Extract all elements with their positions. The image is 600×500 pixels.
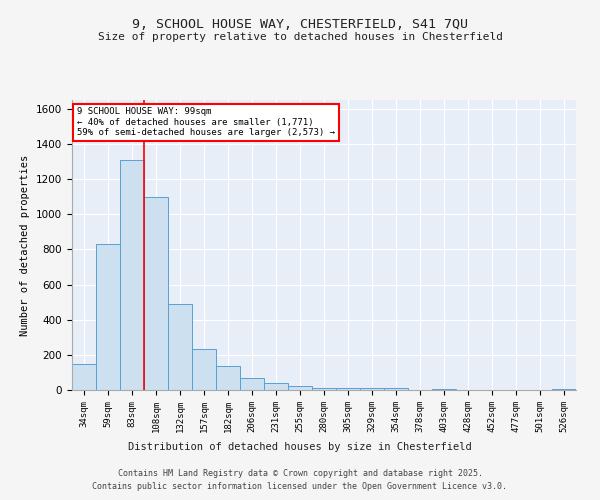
Text: 9, SCHOOL HOUSE WAY, CHESTERFIELD, S41 7QU: 9, SCHOOL HOUSE WAY, CHESTERFIELD, S41 7… <box>132 18 468 30</box>
Bar <box>360 388 384 390</box>
Bar <box>264 384 288 390</box>
Bar <box>552 388 576 390</box>
Text: Size of property relative to detached houses in Chesterfield: Size of property relative to detached ho… <box>97 32 503 42</box>
Y-axis label: Number of detached properties: Number of detached properties <box>20 154 31 336</box>
Bar <box>120 160 144 390</box>
Bar <box>192 348 216 390</box>
Bar <box>288 386 312 390</box>
Text: Contains HM Land Registry data © Crown copyright and database right 2025.: Contains HM Land Registry data © Crown c… <box>118 468 482 477</box>
Bar <box>432 389 456 390</box>
Bar <box>312 388 336 390</box>
Bar <box>96 244 120 390</box>
Bar <box>336 388 360 390</box>
Text: Distribution of detached houses by size in Chesterfield: Distribution of detached houses by size … <box>128 442 472 452</box>
Bar <box>72 364 96 390</box>
Bar <box>144 196 168 390</box>
Bar <box>240 378 264 390</box>
Text: 9 SCHOOL HOUSE WAY: 99sqm
← 40% of detached houses are smaller (1,771)
59% of se: 9 SCHOOL HOUSE WAY: 99sqm ← 40% of detac… <box>77 108 335 137</box>
Bar <box>168 304 192 390</box>
Bar <box>384 388 408 390</box>
Text: Contains public sector information licensed under the Open Government Licence v3: Contains public sector information licen… <box>92 482 508 491</box>
Bar <box>216 366 240 390</box>
